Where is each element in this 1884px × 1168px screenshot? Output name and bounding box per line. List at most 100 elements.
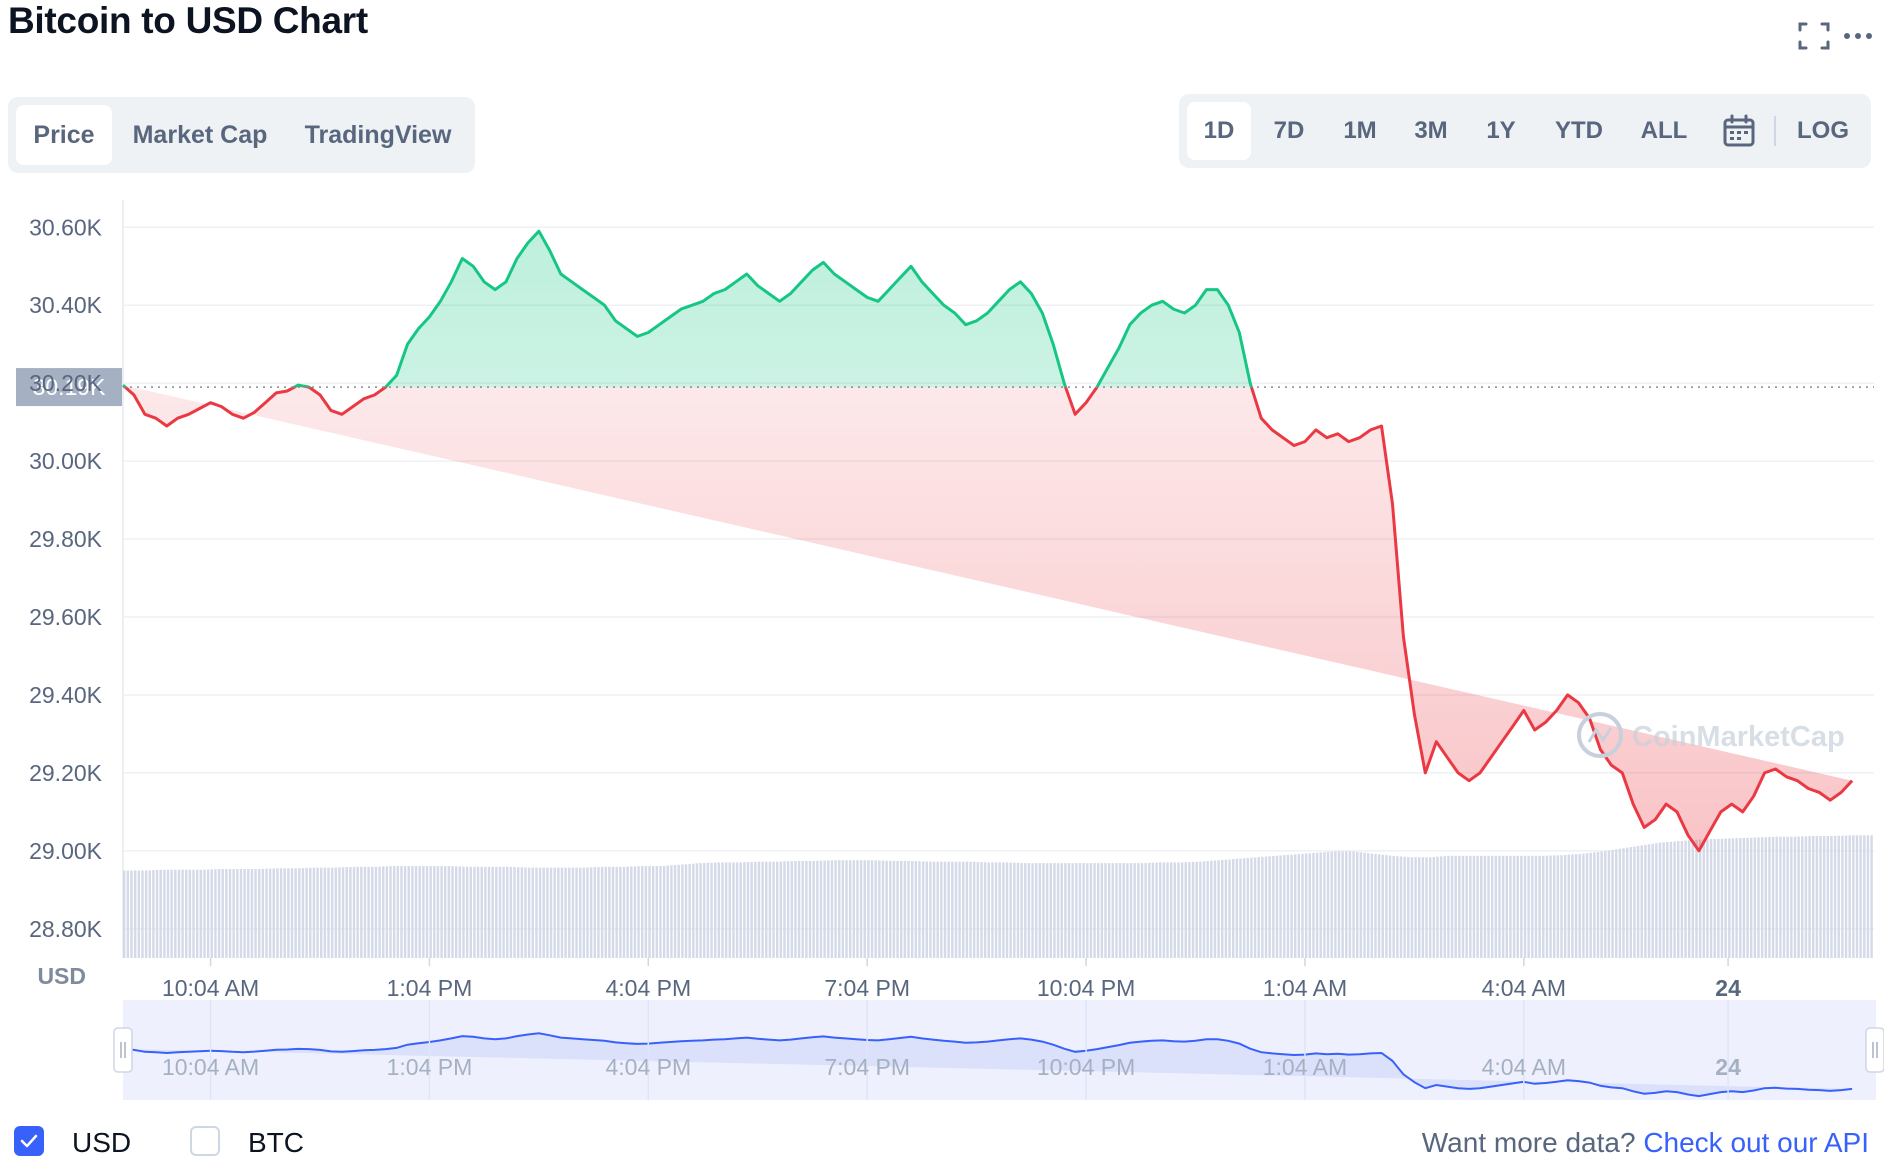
volume-bar (1242, 858, 1246, 958)
volume-bar (163, 869, 166, 958)
tab-price[interactable]: Price (16, 105, 112, 165)
volume-bar (495, 866, 498, 958)
volume-bar (1644, 844, 1647, 958)
volume-bar (1319, 852, 1322, 958)
range-ytd[interactable]: YTD (1555, 117, 1603, 144)
volume-bar (1801, 836, 1804, 958)
volume-bar (900, 860, 903, 958)
range-1d[interactable]: 1D (1187, 102, 1251, 160)
volume-bar (859, 860, 863, 958)
volume-bar (1651, 843, 1654, 958)
range-7d[interactable]: 7D (1273, 117, 1305, 144)
volume-bar (148, 870, 151, 958)
volume-bar (1188, 862, 1191, 958)
volume-bar (1655, 843, 1658, 958)
volume-bar (1447, 855, 1450, 958)
volume-bar (1483, 855, 1487, 958)
volume-bar (929, 861, 932, 958)
volume-bar (506, 866, 509, 958)
volume-bar (327, 867, 330, 958)
volume-bar (509, 866, 513, 958)
navigator-left-handle[interactable] (113, 1027, 133, 1073)
volume-bar (666, 865, 669, 958)
volume-bar (1684, 840, 1687, 958)
volume-bar (739, 862, 742, 958)
volume-bar (309, 867, 312, 958)
volume-bar (1359, 852, 1363, 958)
volume-bar (695, 863, 699, 958)
navigator-tick-label: 10:04 AM (162, 1054, 259, 1080)
tab-tradingview[interactable]: TradingView (304, 121, 452, 149)
volume-bar (1819, 835, 1822, 958)
volume-bar (713, 862, 717, 958)
volume-bar (1436, 856, 1439, 958)
volume-bar (1870, 835, 1873, 958)
volume-bar (254, 869, 257, 958)
api-link[interactable]: Check out our API (1643, 1127, 1869, 1158)
volume-bar (1465, 855, 1468, 958)
volume-bar (1542, 855, 1545, 958)
range-all[interactable]: ALL (1640, 117, 1688, 144)
volume-bar (228, 869, 232, 958)
volume-bar (1469, 855, 1472, 958)
volume-bar (480, 866, 483, 958)
volume-bar (772, 861, 775, 958)
range-1y[interactable]: 1Y (1486, 117, 1516, 144)
fullscreen-icon (1798, 22, 1830, 50)
y-tick-label: 29.60K (29, 604, 103, 630)
volume-bar (921, 861, 925, 958)
volume-bar (516, 867, 520, 958)
volume-bar (943, 861, 947, 958)
volume-bar (451, 866, 454, 958)
volume-bar (1563, 855, 1567, 958)
volume-bar (1578, 853, 1581, 958)
volume-bar (1290, 854, 1293, 958)
volume-bar (830, 860, 834, 958)
volume-bar (345, 867, 348, 958)
volume-bar (662, 865, 666, 958)
footer-text: Want more data? (1421, 1127, 1636, 1158)
volume-bar (367, 866, 370, 958)
volume-bar (152, 870, 155, 958)
volume-bar (699, 863, 702, 958)
log-toggle[interactable]: LOG (1797, 117, 1849, 144)
volume-bar (301, 868, 305, 958)
btc-checkbox[interactable] (190, 1126, 220, 1156)
volume-bar (1600, 851, 1603, 958)
y-axis-ticks: 30.60K 30.40K 30.20K 30.00K 29.80K 29.60K 29.4… (29, 214, 103, 941)
tab-market-cap[interactable]: Market Cap (132, 121, 268, 149)
volume-bar (407, 866, 410, 958)
volume-bar (1261, 856, 1264, 958)
volume-bar (199, 869, 203, 958)
range-3m[interactable]: 3M (1414, 117, 1448, 144)
volume-bar (389, 866, 392, 958)
volume-bar (250, 869, 254, 958)
watermark: CoinMarketCap (1577, 712, 1845, 758)
fullscreen-button[interactable] (1794, 18, 1834, 54)
calendar-button[interactable] (1709, 102, 1769, 160)
volume-bar (648, 866, 651, 958)
range-1m[interactable]: 1M (1343, 117, 1377, 144)
volume-bar (195, 869, 199, 958)
volume-bar (1009, 862, 1012, 958)
volume-bar (137, 870, 141, 958)
volume-bar (578, 867, 582, 958)
volume-bar (1768, 836, 1771, 958)
volume-bar (1341, 851, 1344, 958)
volume-bar (429, 866, 432, 958)
volume-bar (732, 862, 735, 958)
volume-bar (1520, 855, 1523, 958)
y-tick-label: 30.60K (29, 214, 103, 240)
volume-bar (1385, 855, 1388, 958)
volume-bar (1574, 854, 1578, 958)
volume-bar (283, 868, 286, 958)
usd-checkbox[interactable] (14, 1126, 44, 1156)
more-button[interactable] (1838, 18, 1878, 54)
volume-bar (433, 866, 436, 958)
chart-title: Bitcoin to USD Chart (8, 0, 368, 41)
range-navigator[interactable]: 10:04 AM 1:04 PM 4:04 PM 7:04 PM 10:04 PM 1:0… (0, 995, 1884, 1115)
volume-bar (1086, 863, 1089, 958)
volume-bar (1060, 863, 1063, 958)
navigator-right-handle[interactable] (1865, 1027, 1884, 1073)
volume-bar (170, 869, 173, 958)
